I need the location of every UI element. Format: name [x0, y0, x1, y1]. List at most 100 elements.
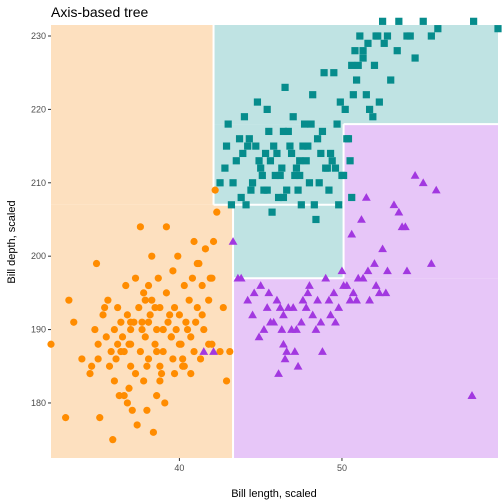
point-teal-60: [270, 142, 278, 150]
point-teal-64: [302, 157, 310, 165]
point-purple-71: [279, 310, 288, 319]
point-teal-81: [299, 142, 307, 150]
point-teal-28: [325, 186, 333, 194]
point-purple-38: [374, 288, 384, 297]
point-purple-40: [383, 266, 392, 275]
point-orange-22: [125, 384, 133, 392]
point-teal-24: [312, 215, 320, 224]
point-purple-59: [352, 295, 361, 304]
point-teal-63: [294, 186, 302, 194]
point-purple-53: [282, 347, 292, 355]
point-teal-55: [224, 120, 232, 128]
point-orange-102: [208, 340, 216, 348]
point-teal-49: [419, 17, 427, 25]
y-axis-title: Bill depth, scaled: [6, 200, 18, 283]
point-teal-1: [222, 142, 231, 150]
point-purple-70: [249, 288, 259, 297]
point-teal-67: [326, 149, 335, 158]
point-orange-68: [196, 355, 205, 363]
point-teal-19: [292, 164, 301, 172]
point-orange-88: [166, 311, 174, 319]
point-orange-50: [164, 318, 172, 326]
point-purple-18: [296, 317, 306, 326]
point-teal-38: [359, 47, 367, 55]
point-orange-20: [122, 281, 130, 290]
point-purple-16: [290, 347, 300, 355]
point-purple-65: [292, 325, 301, 333]
point-teal-107: [279, 127, 288, 136]
point-orange-98: [162, 223, 171, 231]
x-tick-label-50: 50: [337, 463, 347, 473]
point-purple-1: [209, 347, 218, 355]
point-teal-14: [276, 171, 284, 180]
point-orange-119: [159, 325, 167, 334]
point-teal-68: [335, 201, 343, 209]
point-orange-115: [179, 355, 187, 363]
x-axis-title: Bill length, scaled: [231, 488, 317, 500]
point-purple-19: [298, 295, 308, 304]
point-teal-98: [348, 61, 356, 69]
point-purple-5: [248, 310, 257, 319]
point-orange-1: [62, 414, 70, 422]
point-teal-48: [411, 54, 419, 62]
point-purple-72: [400, 222, 410, 231]
point-teal-86: [339, 171, 348, 180]
point-orange-64: [190, 347, 198, 356]
point-orange-96: [136, 223, 144, 231]
point-purple-45: [410, 171, 420, 179]
point-purple-67: [347, 229, 357, 238]
point-teal-59: [263, 186, 271, 194]
point-orange-81: [226, 347, 234, 356]
point-purple-35: [361, 193, 371, 201]
point-teal-82: [307, 120, 315, 128]
point-orange-92: [112, 355, 120, 363]
point-orange-71: [201, 245, 210, 253]
point-purple-73: [431, 185, 441, 194]
point-teal-45: [387, 76, 395, 84]
point-teal-37: [354, 61, 362, 69]
point-teal-25: [313, 135, 322, 143]
point-purple-57: [326, 310, 335, 319]
point-teal-62: [284, 127, 292, 136]
point-orange-29: [135, 303, 143, 312]
point-teal-95: [320, 69, 328, 77]
point-teal-16: [281, 83, 289, 91]
point-purple-29: [337, 266, 347, 275]
point-purple-11: [275, 303, 285, 311]
point-purple-62: [381, 288, 391, 297]
point-orange-100: [187, 370, 195, 378]
point-purple-27: [329, 288, 339, 297]
point-orange-38: [146, 311, 154, 319]
point-orange-52: [169, 355, 177, 363]
point-purple-42: [394, 207, 404, 216]
chart-title: Axis-based tree: [51, 4, 148, 20]
point-teal-9: [257, 164, 265, 172]
point-teal-57: [242, 201, 250, 209]
point-teal-22: [305, 179, 314, 187]
point-orange-116: [153, 347, 161, 356]
x-tick-label-40: 40: [174, 463, 184, 473]
point-orange-7: [94, 355, 102, 363]
point-purple-23: [313, 295, 322, 304]
point-orange-8: [99, 311, 107, 319]
point-teal-80: [291, 171, 299, 180]
point-teal-76: [258, 171, 266, 180]
point-teal-79: [283, 186, 291, 194]
point-teal-56: [235, 135, 244, 143]
point-orange-3: [78, 355, 86, 363]
point-orange-93: [88, 362, 96, 370]
point-teal-23: [309, 91, 317, 99]
point-orange-78: [216, 347, 224, 356]
point-teal-30: [333, 120, 341, 128]
point-orange-23: [127, 325, 135, 334]
point-orange-112: [170, 370, 179, 378]
point-orange-43: [154, 274, 162, 282]
point-teal-91: [271, 171, 279, 180]
point-purple-20: [301, 303, 311, 311]
point-teal-4: [237, 193, 245, 202]
point-teal-70: [351, 47, 359, 55]
region-purple-6: [343, 124, 498, 279]
point-purple-52: [277, 325, 287, 333]
point-purple-31: [345, 295, 355, 304]
point-purple-51: [266, 317, 275, 326]
